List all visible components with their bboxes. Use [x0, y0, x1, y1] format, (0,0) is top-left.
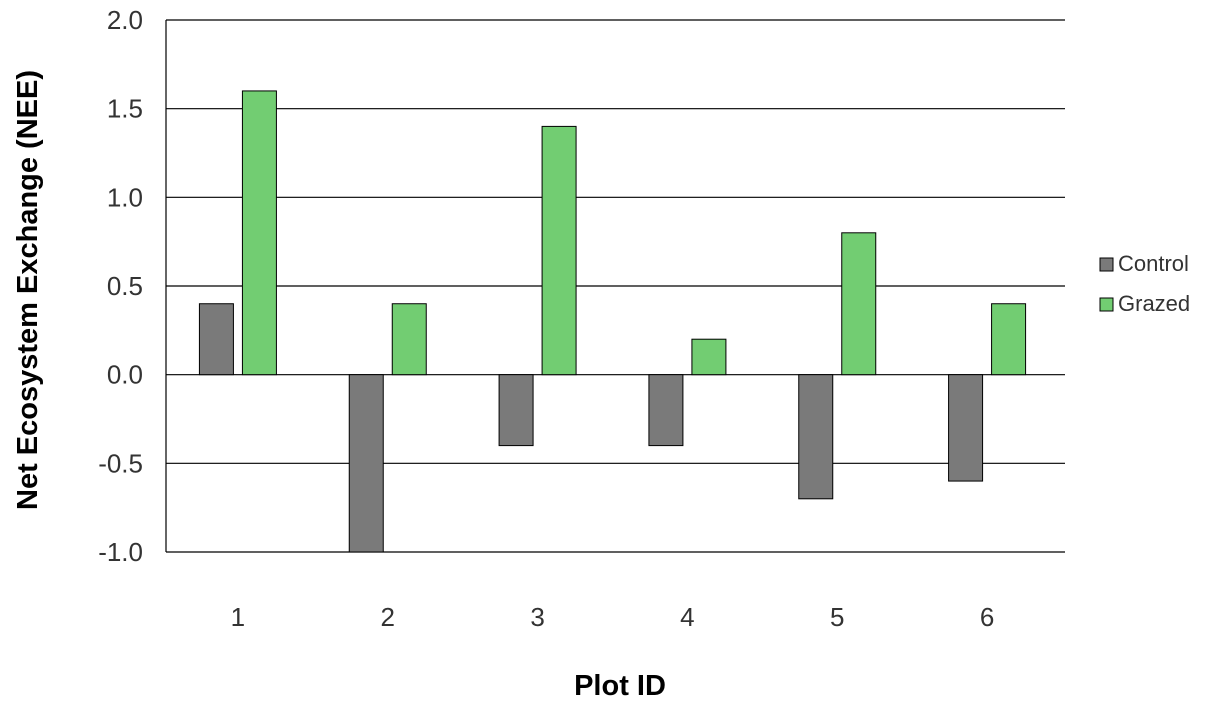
bar-control-6 — [948, 374, 984, 482]
bar-control-2 — [348, 374, 384, 553]
bar-grazed-3 — [541, 125, 577, 376]
y-tick-label: 0.0 — [107, 360, 143, 390]
bar-grazed-4 — [691, 338, 727, 376]
x-tick-label: 6 — [980, 602, 994, 632]
legend-swatch-control — [1099, 257, 1114, 272]
bar-grazed-2 — [391, 303, 427, 376]
x-tick-label: 3 — [530, 602, 544, 632]
bars — [198, 90, 1027, 553]
y-axis-title: Net Ecosystem Exchange (NEE) — [12, 70, 44, 510]
y-tick-label: 2.0 — [107, 5, 143, 35]
gridlines — [166, 19, 1065, 553]
bar-grazed-5 — [841, 232, 877, 376]
y-tick-label: -1.0 — [98, 537, 143, 567]
bar-grazed-1 — [241, 90, 277, 376]
y-tick-label: 1.5 — [107, 94, 143, 124]
bar-grazed-6 — [991, 303, 1027, 376]
x-tick-label: 4 — [680, 602, 694, 632]
x-tick-label: 1 — [231, 602, 245, 632]
y-axis-ticks: -1.0 -0.5 0.0 0.5 1.0 1.5 2.0 — [98, 5, 143, 567]
bar-control-4 — [648, 374, 684, 447]
y-tick-label: 1.0 — [107, 182, 143, 212]
y-tick-label: -0.5 — [98, 448, 143, 478]
x-tick-label: 2 — [381, 602, 395, 632]
legend-label-grazed: Grazed — [1118, 291, 1190, 316]
legend: Control Grazed — [1099, 251, 1190, 316]
x-axis-ticks: 1 2 3 4 5 6 — [231, 602, 995, 632]
x-tick-label: 5 — [830, 602, 844, 632]
legend-swatch-grazed — [1099, 297, 1114, 312]
y-tick-label: 0.5 — [107, 271, 143, 301]
bar-control-1 — [198, 303, 234, 376]
bar-control-5 — [798, 374, 834, 500]
bar-control-3 — [498, 374, 534, 447]
x-axis-title: Plot ID — [574, 670, 666, 698]
legend-label-control: Control — [1118, 251, 1189, 276]
